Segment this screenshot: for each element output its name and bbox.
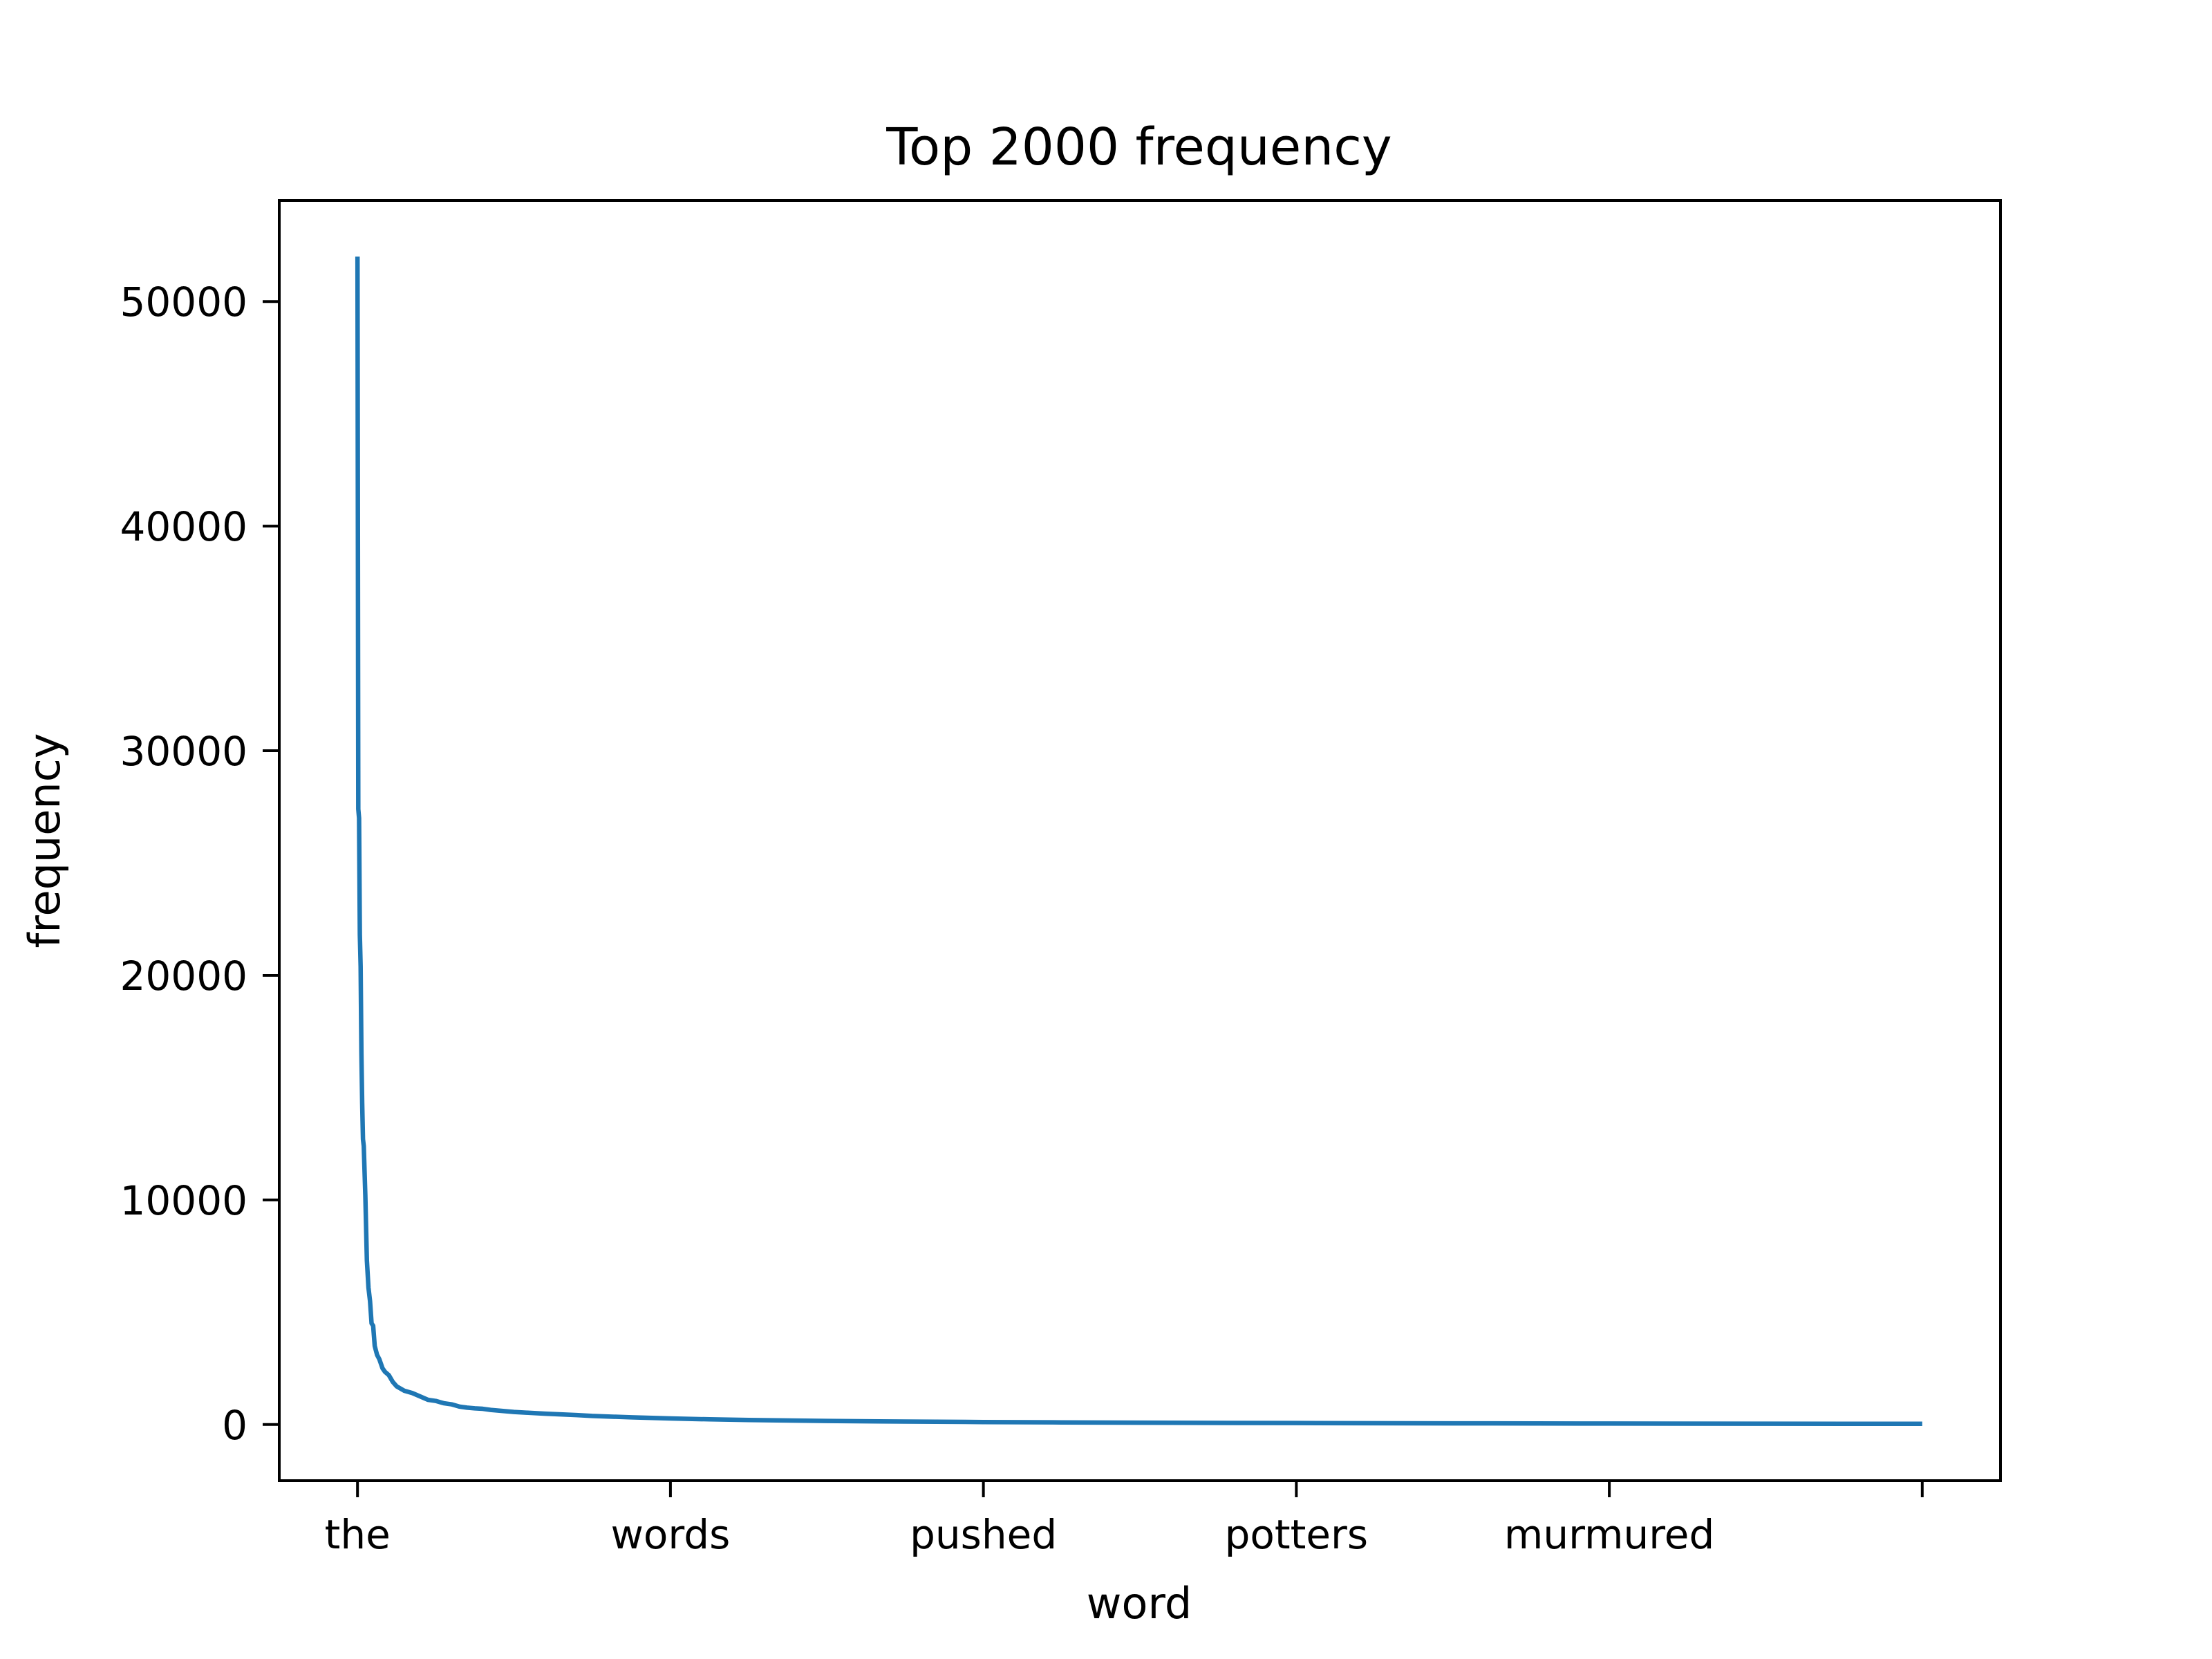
plot-frame bbox=[278, 199, 2002, 1482]
plot-area bbox=[355, 256, 1922, 1427]
x-axis-title: word bbox=[1087, 1578, 1192, 1629]
x-tick-label: murmured bbox=[1504, 1511, 1714, 1558]
series-line-0 bbox=[355, 256, 1922, 1427]
y-tick-label: 40000 bbox=[120, 503, 247, 550]
y-axis: 0 10000 20000 30000 40000 50000 bbox=[120, 279, 279, 1449]
y-tick-label: 10000 bbox=[120, 1177, 247, 1224]
y-tick-label: 30000 bbox=[120, 728, 247, 775]
y-tick-label: 0 bbox=[222, 1402, 247, 1449]
x-tick-label: the bbox=[325, 1511, 391, 1558]
y-tick-label: 50000 bbox=[120, 279, 247, 326]
y-tick-label: 20000 bbox=[120, 953, 247, 1000]
x-tick-label: potters bbox=[1225, 1511, 1369, 1558]
chart-title: Top 2000 frequency bbox=[885, 118, 1391, 177]
x-tick-label: pushed bbox=[910, 1511, 1057, 1558]
x-tick-label: words bbox=[611, 1511, 731, 1558]
x-axis: the words pushed potters murmured bbox=[325, 1481, 1924, 1558]
y-axis-title: frequency bbox=[19, 733, 70, 948]
